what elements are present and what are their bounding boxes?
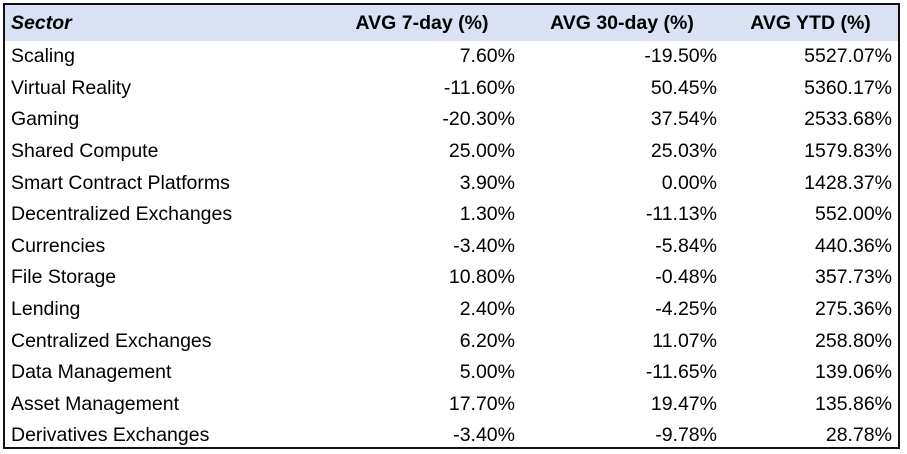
table-row: File Storage 10.80% -0.48% 357.73%	[5, 262, 898, 294]
header-avg-ytd: AVG YTD (%)	[750, 11, 871, 34]
cell-avg-30-day: 37.54%	[650, 108, 717, 131]
cell-avg-30-day: 50.45%	[650, 76, 717, 99]
cell-sector: Decentralized Exchanges	[11, 203, 233, 226]
cell-sector: Scaling	[11, 45, 75, 68]
cell-avg-30-day: -9.78%	[655, 424, 717, 447]
cell-avg-30-day: 0.00%	[661, 171, 717, 194]
table-body: Scaling 7.60% -19.50% 5527.07% Virtual R…	[5, 41, 898, 447]
cell-sector: Centralized Exchanges	[11, 329, 212, 352]
cell-avg-ytd: 5360.17%	[804, 76, 892, 99]
table-row: Asset Management 17.70% 19.47% 135.86%	[5, 389, 898, 421]
cell-avg-7-day: 10.80%	[448, 266, 515, 289]
cell-avg-ytd: 1428.37%	[804, 171, 892, 194]
cell-avg-30-day: -4.25%	[655, 298, 717, 321]
cell-avg-30-day: -11.65%	[645, 361, 717, 384]
cell-sector: Shared Compute	[11, 140, 159, 163]
cell-avg-7-day: 5.00%	[459, 361, 515, 384]
cell-sector: Asset Management	[11, 392, 180, 415]
cell-avg-7-day: -20.30%	[442, 108, 515, 131]
table-row: Scaling 7.60% -19.50% 5527.07%	[5, 41, 898, 73]
cell-avg-7-day: 2.40%	[459, 298, 515, 321]
cell-avg-ytd: 440.36%	[815, 234, 892, 257]
table-row: Centralized Exchanges 6.20% 11.07% 258.8…	[5, 325, 898, 357]
cell-avg-30-day: -5.84%	[655, 234, 717, 257]
cell-avg-30-day: -19.50%	[644, 45, 717, 68]
cell-avg-30-day: 25.03%	[650, 140, 717, 163]
cell-avg-7-day: 1.30%	[459, 203, 515, 226]
cell-sector: File Storage	[11, 266, 117, 289]
cell-sector: Virtual Reality	[11, 76, 131, 99]
cell-avg-ytd: 5527.07%	[804, 45, 892, 68]
table-row: Shared Compute 25.00% 25.03% 1579.83%	[5, 136, 898, 168]
cell-avg-7-day: -3.40%	[453, 234, 515, 257]
cell-avg-30-day: 11.07%	[652, 329, 717, 352]
table-row: Data Management 5.00% -11.65% 139.06%	[5, 357, 898, 389]
header-avg-7-day: AVG 7-day (%)	[355, 11, 489, 34]
cell-avg-30-day: 19.47%	[650, 392, 717, 415]
table-row: Virtual Reality -11.60% 50.45% 5360.17%	[5, 73, 898, 105]
cell-avg-ytd: 135.86%	[815, 392, 892, 415]
cell-sector: Smart Contract Platforms	[11, 171, 230, 194]
header-row: Sector AVG 7-day (%) AVG 30-day (%) AVG …	[5, 5, 898, 41]
cell-sector: Gaming	[11, 108, 80, 131]
cell-avg-ytd: 275.36%	[815, 298, 892, 321]
cell-avg-ytd: 357.73%	[815, 266, 892, 289]
cell-avg-7-day: 17.70%	[448, 392, 515, 415]
cell-avg-7-day: -11.60%	[443, 76, 515, 99]
table-row: Currencies -3.40% -5.84% 440.36%	[5, 231, 898, 263]
cell-avg-30-day: -0.48%	[655, 266, 717, 289]
header-avg-30-day: AVG 30-day (%)	[550, 11, 694, 34]
sector-performance-table-frame: Sector AVG 7-day (%) AVG 30-day (%) AVG …	[3, 3, 900, 449]
table-row: Smart Contract Platforms 3.90% 0.00% 142…	[5, 167, 898, 199]
table-row: Gaming -20.30% 37.54% 2533.68%	[5, 104, 898, 136]
cell-avg-ytd: 2533.68%	[804, 108, 892, 131]
cell-avg-ytd: 28.78%	[825, 424, 892, 447]
cell-avg-7-day: 7.60%	[459, 45, 515, 68]
table-row: Decentralized Exchanges 1.30% -11.13% 55…	[5, 199, 898, 231]
cell-avg-ytd: 139.06%	[815, 361, 892, 384]
sector-performance-table: Sector AVG 7-day (%) AVG 30-day (%) AVG …	[5, 5, 898, 447]
table-row: Derivatives Exchanges -3.40% -9.78% 28.7…	[5, 420, 898, 447]
table-row: Lending 2.40% -4.25% 275.36%	[5, 294, 898, 326]
cell-sector: Currencies	[11, 234, 106, 257]
header-sector: Sector	[11, 11, 72, 34]
cell-avg-30-day: -11.13%	[645, 203, 717, 226]
cell-sector: Derivatives Exchanges	[11, 424, 210, 447]
cell-avg-7-day: 6.20%	[459, 329, 515, 352]
cell-avg-ytd: 258.80%	[815, 329, 892, 352]
cell-avg-7-day: -3.40%	[453, 424, 515, 447]
cell-avg-7-day: 3.90%	[459, 171, 515, 194]
cell-sector: Data Management	[11, 361, 172, 384]
cell-avg-7-day: 25.00%	[448, 140, 515, 163]
cell-avg-ytd: 1579.83%	[804, 140, 892, 163]
cell-sector: Lending	[11, 298, 81, 321]
cell-avg-ytd: 552.00%	[815, 203, 892, 226]
